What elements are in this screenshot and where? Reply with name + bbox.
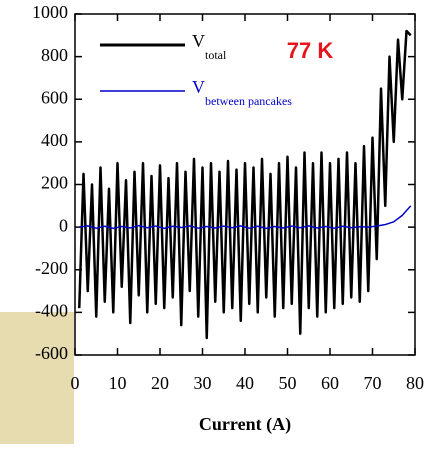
x-tick-label: 0	[71, 373, 80, 393]
x-tick-label: 70	[364, 373, 382, 393]
x-axis-label: Current (A)	[199, 414, 291, 435]
x-tick-label: 10	[109, 373, 127, 393]
legend-label: Vbetween pancakes	[192, 77, 292, 108]
x-tick-label: 80	[406, 373, 424, 393]
x-tick-label: 20	[151, 373, 169, 393]
x-tick-label: 30	[194, 373, 212, 393]
y-tick-label: 200	[41, 173, 68, 193]
legend-name: V	[192, 77, 205, 97]
legend-subscript: between pancakes	[205, 94, 292, 108]
x-tick-label: 50	[279, 373, 297, 393]
x-tick-label: 40	[236, 373, 254, 393]
y-tick-label: 0	[59, 215, 68, 235]
y-tick-label: -200	[35, 258, 68, 278]
y-tick-label: 400	[41, 130, 68, 150]
y-tick-label: -400	[35, 301, 68, 321]
y-tick-label: -600	[35, 343, 68, 363]
legend-name: V	[192, 31, 205, 51]
annotation: 77 K	[287, 38, 334, 63]
series-line	[79, 205, 412, 230]
y-tick-label: 800	[41, 45, 68, 65]
series-line	[78, 29, 412, 340]
y-tick-label: 600	[41, 87, 68, 107]
x-tick-label: 60	[321, 373, 339, 393]
legend-subscript: total	[205, 48, 227, 62]
legend-label: Vtotal	[192, 31, 227, 62]
y-tick-label: 1000	[32, 2, 68, 22]
background-photo	[0, 312, 74, 444]
